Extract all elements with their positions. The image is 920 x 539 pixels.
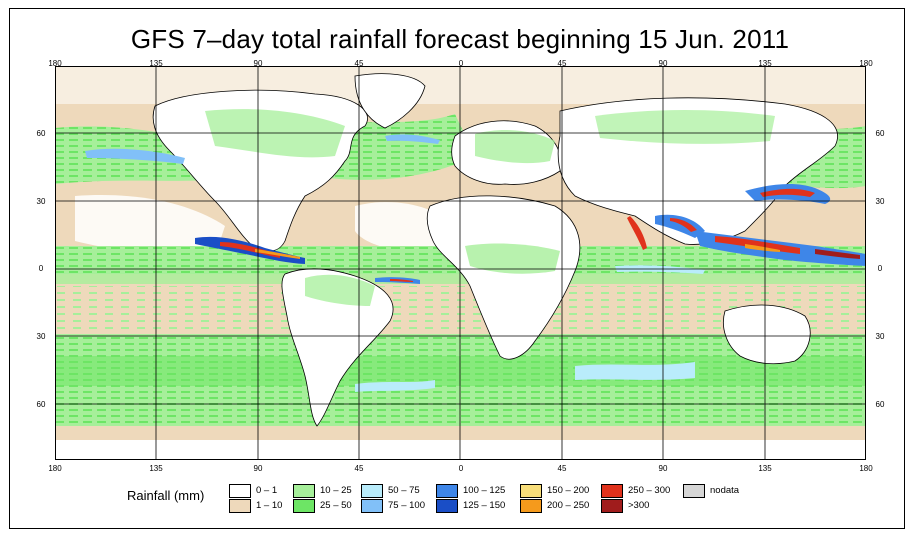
lon-tick-bottom: 45 [354,464,364,473]
na-light-blue [385,134,440,144]
legend-label: 125 – 150 [463,500,506,511]
legend-swatch [293,484,315,498]
africa [426,195,581,360]
lon-tick-top: 0 [458,59,464,68]
legend-label: 100 – 125 [463,485,506,496]
lat-tick-left: 30 [36,197,46,206]
bengal-core [670,218,697,232]
lat-tick-left: 30 [36,332,46,341]
legend-label: 150 – 200 [547,485,590,496]
lat-tick-right: 60 [875,400,885,409]
lat-tick-right: 30 [875,197,885,206]
wpac-heavy-rain-core [715,236,800,254]
australia [723,304,811,365]
so-light-blue [575,362,695,380]
lon-tick-top: 180 [859,59,873,68]
np-light-blue [85,148,185,164]
meiyu-front-core [760,188,815,197]
legend-swatch [683,484,705,498]
bengal-heavy-rain [655,214,705,238]
lon-tick-bottom: 180 [48,464,62,473]
map-title: GFS 7–day total rainfall forecast beginn… [130,24,790,54]
lon-tick-bottom: 45 [557,464,567,473]
sa-rain-tint [305,274,375,306]
graticule [55,66,866,460]
legend-label: 50 – 75 [388,485,420,496]
indian-ocean-blue [615,265,705,274]
wpac-orange [745,244,780,252]
legend-swatch [361,499,383,513]
india-heavy-rain [627,216,647,250]
map-border [55,66,866,460]
lon-tick-top: 45 [354,59,364,68]
epac-heavy-rain-core [220,242,280,258]
siberia-rain-tint [595,110,775,144]
lat-tick-right: 0 [877,264,883,273]
lon-tick-bottom: 90 [658,464,668,473]
legend-swatch [293,499,315,513]
figure-frame [9,8,905,529]
lon-tick-top: 45 [557,59,567,68]
southern-storm-belt-2 [55,356,866,386]
lon-tick-bottom: 180 [859,464,873,473]
legend-swatch [436,499,458,513]
np-subtropic-dry [75,195,225,256]
rainfall-map [55,66,866,460]
lon-tick-top: 90 [658,59,668,68]
legend-label: 25 – 50 [320,500,352,511]
lon-tick-bottom: 135 [149,464,163,473]
legend-title: Rainfall (mm) [127,488,205,503]
legend-swatch [520,499,542,513]
legend-swatch [229,484,251,498]
legend-swatch [520,484,542,498]
europe-rain-tint [475,130,555,164]
legend-swatch [436,484,458,498]
lon-tick-top: 180 [48,59,62,68]
legend-label: nodata [710,485,740,496]
epac-heavy-rain-core-2 [255,249,300,259]
south-america [281,268,394,427]
legend-label: >300 [628,500,650,511]
greenland [354,73,426,129]
wpac-heavy-rain-core-2 [815,249,860,259]
legend-label: 250 – 300 [628,485,671,496]
legend-label: 75 – 100 [388,500,425,511]
africa-rain-tint [465,243,560,274]
legend-label: 200 – 250 [547,500,590,511]
lon-tick-bottom: 0 [458,464,464,473]
atlantic-heavy-rain-core [390,279,413,282]
lon-tick-bottom: 135 [758,464,772,473]
legend-swatch [601,484,623,498]
itcz-band-2 [55,274,866,284]
lat-tick-left: 60 [36,129,46,138]
lon-tick-bottom: 90 [253,464,263,473]
lat-tick-left: 60 [36,400,46,409]
lat-tick-right: 60 [875,129,885,138]
lat-tick-left: 0 [38,264,44,273]
legend-label: 10 – 25 [320,485,352,496]
lon-tick-top: 135 [149,59,163,68]
antarctica [55,440,866,460]
legend-label: 0 – 1 [256,485,278,496]
lon-tick-top: 90 [253,59,263,68]
legend-swatch [601,499,623,513]
so-light-blue-2 [355,380,435,392]
legend-swatch [361,484,383,498]
lon-tick-top: 135 [758,59,772,68]
legend-label: 1 – 10 [256,500,283,511]
lat-tick-right: 30 [875,332,885,341]
legend-swatch [229,499,251,513]
